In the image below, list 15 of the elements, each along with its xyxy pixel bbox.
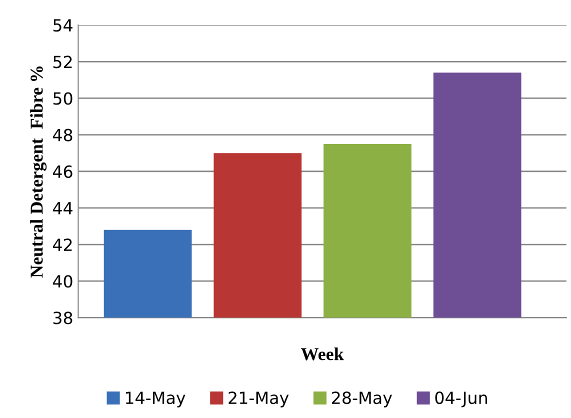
y-tick-label: 38 bbox=[53, 312, 72, 324]
y-tick-label: 44 bbox=[52, 202, 72, 214]
y-tick-label: 46 bbox=[52, 165, 72, 178]
y-tick-label: 50 bbox=[53, 92, 72, 105]
legend-label: 21-May bbox=[228, 391, 289, 408]
x-axis-title: Week bbox=[301, 348, 344, 360]
y-tick-label: 54 bbox=[53, 19, 72, 32]
legend-label: 28-May bbox=[332, 391, 392, 408]
y-tick-label: 52 bbox=[53, 56, 72, 68]
y-tick-label: 42 bbox=[52, 238, 72, 251]
legend-label: 04-Jun bbox=[435, 391, 487, 408]
y-tick-label: 40 bbox=[52, 275, 72, 288]
y-axis-title: Neutral Detergent Fibre % bbox=[30, 66, 47, 278]
y-tick-label: 48 bbox=[52, 128, 72, 142]
legend-label: 14-May bbox=[126, 392, 186, 408]
